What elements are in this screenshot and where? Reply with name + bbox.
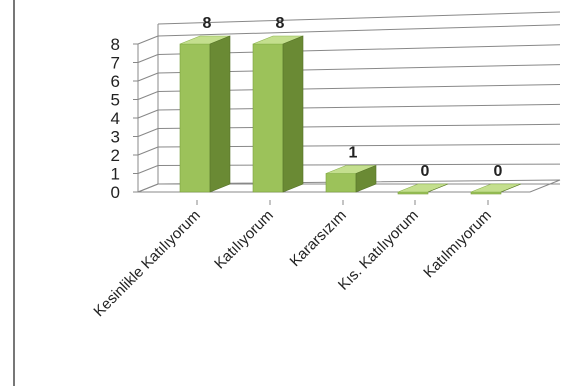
data-label: 8 <box>203 15 212 32</box>
y-tick-label: 7 <box>111 54 120 73</box>
bar-front <box>325 173 357 193</box>
data-label: 0 <box>421 163 430 180</box>
x-tick-label: Katılıyorum <box>211 207 277 273</box>
data-label: 0 <box>494 163 503 180</box>
x-tick-label: Kesinlikle Katılıyorum <box>90 207 203 320</box>
bar-top <box>470 183 522 193</box>
gridline-side <box>137 146 159 156</box>
gridline-back-top <box>157 11 561 25</box>
bar-side <box>355 165 377 193</box>
bar <box>470 183 522 195</box>
x-axis: Kesinlikle Katılıyorum Katılıyorum Kararsı… <box>90 200 495 320</box>
gridline-back <box>157 24 561 37</box>
bar-side <box>282 35 304 193</box>
gridline-side <box>137 72 159 82</box>
gridline-side <box>137 183 159 193</box>
bar-side <box>500 183 522 193</box>
bar-side <box>209 35 231 193</box>
x-tick-label: Katılmıyorum <box>420 207 495 282</box>
bar <box>252 35 304 193</box>
bar <box>325 165 377 193</box>
data-labels: 8 8 1 0 0 <box>203 15 503 180</box>
gridline-side <box>137 91 159 100</box>
y-tick-label: 6 <box>111 72 120 91</box>
gridline-side <box>137 109 159 119</box>
y-tick-label: 5 <box>111 91 120 110</box>
gridline-side <box>137 54 159 63</box>
y-tick-label: 4 <box>111 109 120 128</box>
data-label: 1 <box>349 145 358 162</box>
y-tick-label: 3 <box>111 128 120 147</box>
y-tick-label: 2 <box>111 146 120 165</box>
y-tick-label: 0 <box>111 183 120 202</box>
bars <box>179 35 522 195</box>
bar-front <box>179 43 211 193</box>
data-label: 8 <box>276 15 285 32</box>
bar-side <box>427 183 449 193</box>
y-tick-label: 1 <box>111 165 120 184</box>
bar-top <box>397 183 449 193</box>
bar <box>179 35 231 193</box>
x-tick-label: Kararsızım <box>287 207 350 270</box>
bar <box>397 183 449 195</box>
gridline-side <box>137 35 159 45</box>
gridline-side <box>137 165 159 174</box>
y-tick-label: 8 <box>111 35 120 54</box>
gridline-side <box>137 128 159 137</box>
bar-front <box>252 43 284 193</box>
